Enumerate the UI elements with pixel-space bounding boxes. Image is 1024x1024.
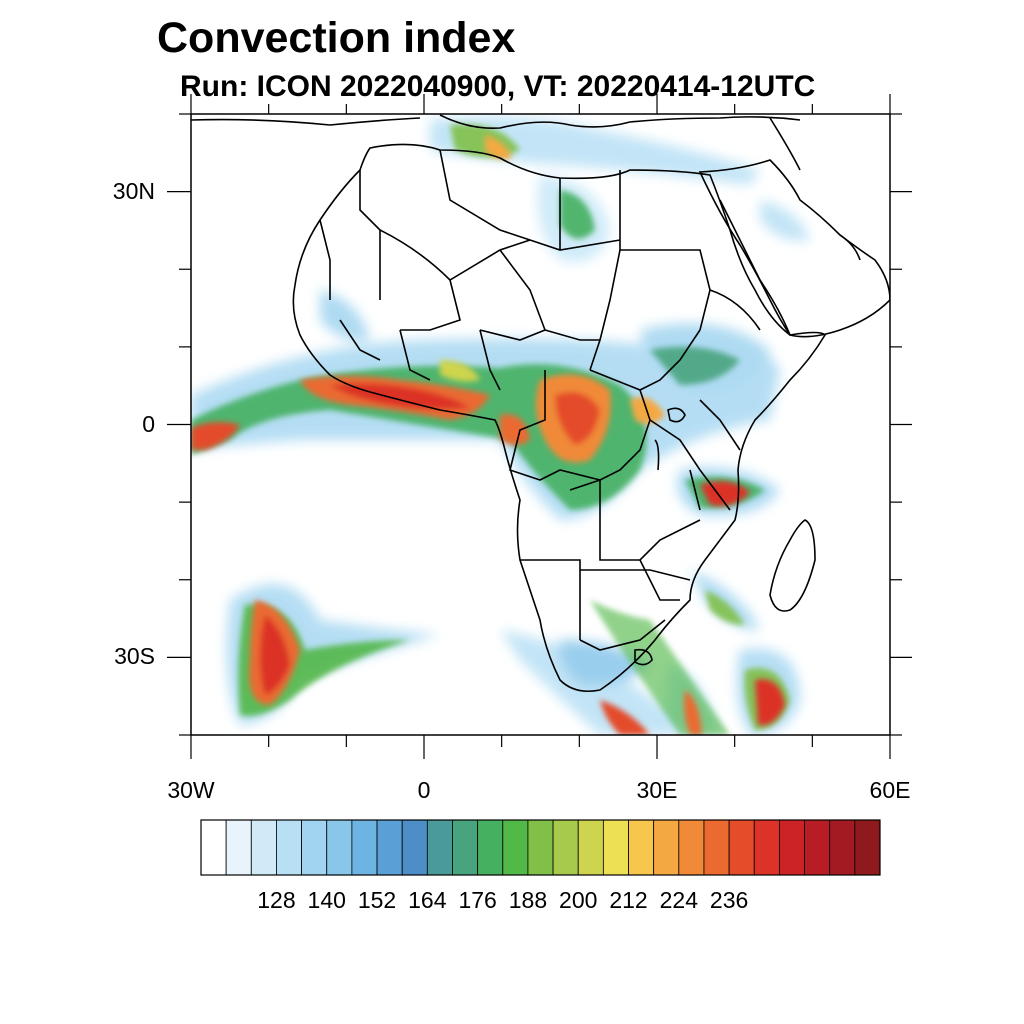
colorbar-tick-label: 200: [559, 887, 598, 913]
colorbar-swatch: [250, 819, 277, 876]
colorbar-swatch: [854, 819, 881, 876]
colorbar-swatch: [376, 819, 403, 876]
colorbar-tick-label: 212: [609, 887, 648, 913]
lon-tick-label: 0: [417, 777, 431, 803]
colorbar-tick-label: 176: [458, 887, 497, 913]
colorbar-swatch: [351, 819, 378, 876]
colorbar-swatch: [502, 819, 529, 876]
colorbar-swatch: [602, 819, 629, 876]
lat-tick-label: 30N: [112, 177, 155, 204]
colorbar-swatch: [276, 819, 302, 876]
chart-subtitle: Run: ICON 2022040900, VT: 20220414-12UTC: [180, 70, 816, 103]
colorbar-swatch: [452, 819, 479, 876]
colorbar-swatch: [577, 819, 604, 876]
colorbar-swatch: [477, 819, 504, 876]
colorbar-swatch: [753, 819, 780, 876]
colorbar-tick-label: 128: [257, 887, 296, 913]
lon-tick-label: 60E: [869, 777, 911, 803]
colorbar-swatch: [527, 819, 554, 876]
colorbar-swatch: [653, 819, 680, 876]
colorbar-frame: [200, 819, 881, 876]
colorbar-tick-label: 224: [659, 887, 698, 913]
colorbar-swatch: [678, 819, 705, 876]
colorbar-tick-label: 188: [508, 887, 548, 913]
lon-tick-label: 30E: [636, 777, 678, 803]
colorbar-swatch: [779, 819, 805, 876]
colorbar: [200, 819, 881, 876]
lat-tick-label: 30S: [114, 643, 155, 670]
colorbar-swatch: [401, 819, 428, 876]
colorbar-tick-label: 236: [709, 887, 749, 913]
colorbar-swatch: [225, 819, 252, 876]
colorbar-tick-label: 164: [408, 887, 447, 913]
lon-tick-label: 30W: [167, 777, 215, 803]
colorbar-swatch: [804, 819, 831, 876]
colorbar-swatch: [728, 819, 755, 876]
colorbar-swatch: [426, 819, 453, 876]
convection-field: [191, 116, 810, 735]
colorbar-swatch: [200, 819, 227, 876]
colorbar-swatch: [703, 819, 730, 876]
lat-tick-label: 0: [142, 410, 155, 437]
colorbar-swatch: [326, 819, 353, 876]
colorbar-swatch: [628, 819, 655, 876]
colorbar-swatch: [829, 819, 856, 876]
country-borders: [191, 114, 890, 693]
colorbar-swatch: [301, 819, 328, 876]
map-ticks: [167, 94, 912, 759]
chart-title: Convection index: [157, 14, 516, 62]
colorbar-tick-label: 152: [357, 887, 397, 913]
colorbar-swatch: [552, 819, 579, 876]
colorbar-tick-label: 140: [307, 887, 346, 913]
